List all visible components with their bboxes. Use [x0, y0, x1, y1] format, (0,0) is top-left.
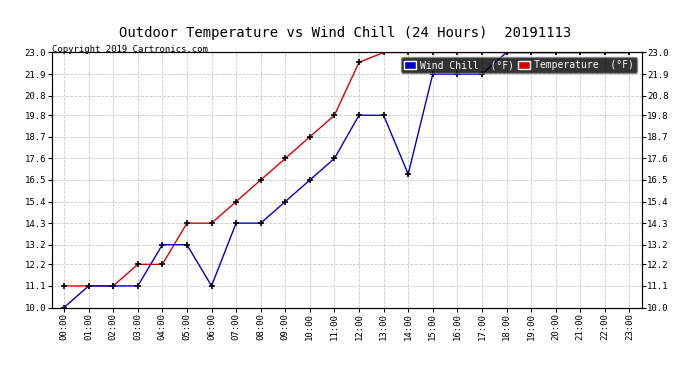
Text: Copyright 2019 Cartronics.com: Copyright 2019 Cartronics.com: [52, 45, 208, 54]
Legend: Wind Chill  (°F), Temperature  (°F): Wind Chill (°F), Temperature (°F): [401, 57, 637, 73]
Text: Outdoor Temperature vs Wind Chill (24 Hours)  20191113: Outdoor Temperature vs Wind Chill (24 Ho…: [119, 26, 571, 40]
